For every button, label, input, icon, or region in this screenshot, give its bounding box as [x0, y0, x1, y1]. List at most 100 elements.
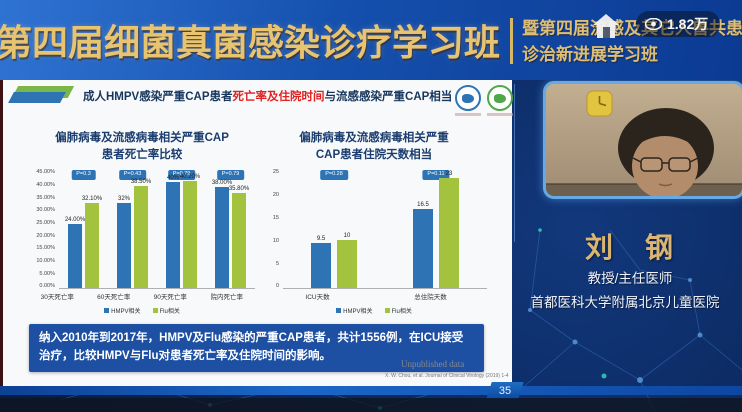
mortality-chart: 偏肺病毒及流感病毒相关严重CAP 患者死亡率比较 45.00% 40.00% 35.… [29, 130, 255, 315]
chart-title-line2: CAP患者住院天数相当 [315, 148, 433, 161]
eye-icon [645, 18, 662, 30]
speaker-affiliation: 首都医科大学附属北京儿童医院 [530, 295, 720, 310]
legend-item: HMPV相关 [336, 306, 373, 315]
slide-title-highlight: 死亡率及住院时间 [232, 91, 325, 103]
bottom-control-strip[interactable] [0, 398, 742, 412]
org-logo-blue-caption [455, 113, 481, 116]
y-axis-tick: 40.00% [36, 182, 55, 188]
bar: 38.00% [212, 180, 232, 289]
slide-flag-logo [8, 86, 75, 106]
legend-swatch [152, 308, 158, 314]
page-number-ribbon: 35 [486, 382, 524, 399]
banner-subtitle-line1: 暨第四届流感及其它人兽共患病 [522, 19, 742, 38]
clock-icon [586, 90, 613, 117]
chart-plot-row: 45.00% 40.00% 35.00% 30.00% 25.00% 20.00% 15.0… [29, 169, 255, 290]
y-axis-tick: 5.00% [39, 270, 55, 277]
slide-title-prefix: 成人HMPV感染严重CAP患者 [83, 91, 233, 103]
citation-text: X. W. Chou, et al. Journal of Clinical V… [385, 373, 509, 379]
bar-value-label: 38.00% [211, 180, 233, 187]
y-axis-tick: 35.00% [36, 194, 55, 201]
bar: 35.80% [229, 186, 249, 289]
bar: 23 [439, 171, 459, 289]
bar: 40.20% [180, 174, 200, 289]
bar: 32% [117, 196, 131, 289]
slide-bottom-bar [0, 386, 742, 395]
y-axis: 45.00% 40.00% 35.00% 30.00% 25.00% 20.00% 15.0… [29, 169, 59, 289]
banner-divider [510, 18, 513, 64]
x-axis-label: 院内死亡率 [210, 294, 244, 302]
bar-value-label: 38.50% [130, 178, 152, 185]
bar-group: P=0.79 38.00% 35.80% [212, 169, 249, 289]
legend-item: Flu相关 [152, 306, 180, 316]
banner-subtitle-line2: 诊治新进展学习班 [522, 45, 658, 64]
legend-item: HMPV相关 [104, 306, 141, 316]
banner-subtitle: 暨第四届流感及其它人兽共患病 诊治新进展学习班 [522, 16, 742, 68]
bar-value-label: 35.80% [228, 185, 250, 192]
plot-area: P=0.28 9.5 10 P=0.11 16.5 23 [283, 169, 487, 290]
panel-divider [514, 84, 515, 242]
org-logo-green [487, 85, 513, 111]
speaker-video-still [546, 84, 742, 196]
legend-label: HMPV相关 [111, 309, 141, 316]
chart-legend: HMPV相关 Flu相关 [261, 306, 487, 315]
bar-group: P=0.79 40% 40.20% [166, 169, 200, 289]
bar: 38.50% [131, 179, 151, 289]
bar-value-label: 40.20% [179, 174, 201, 181]
p-value-badge: P=0.28 [320, 170, 348, 180]
y-axis-tick: 20 [272, 192, 279, 199]
y-axis-tick: 0 [275, 283, 279, 290]
chart-legend: HMPV相关 Flu相关 [29, 306, 255, 315]
speaker-video-feed[interactable] [543, 81, 742, 199]
y-axis-tick: 30.00% [36, 207, 55, 214]
chart-title-line2: 患者死亡率比较 [101, 148, 183, 161]
p-value-badge: P=0.79 [216, 170, 245, 180]
banner: 第四届细菌真菌感染诊疗学习班 暨第四届流感及其它人兽共患病 诊治新进展学习班 1… [0, 0, 742, 80]
y-axis-tick: 20.00% [36, 232, 55, 239]
x-axis-label: ICU天数 [305, 294, 330, 302]
y-axis-tick: 25 [272, 169, 279, 176]
presentation-slide: 成人HMPV感染严重CAP患者死亡率及住院时间与流感感染严重CAP相当 偏肺病毒… [3, 80, 513, 390]
bar: 32.10% [82, 196, 102, 289]
p-value-badge: P=0.3 [71, 170, 96, 180]
y-axis-tick: 25.00% [36, 219, 55, 226]
home-icon[interactable] [591, 12, 621, 45]
p-value-badge: P=0.79 [167, 170, 196, 180]
speaker-person [618, 108, 714, 196]
flag-blue-shape [8, 92, 66, 103]
y-axis-tick: 5 [275, 260, 279, 267]
bar-value-label: 9.5 [316, 235, 326, 242]
y-axis-tick: 10 [272, 237, 279, 244]
x-axis-label: 60天死亡率 [97, 294, 131, 302]
legend-swatch [104, 308, 110, 314]
viewer-count-badge[interactable]: 1.82万 [636, 11, 721, 37]
bar: 10 [337, 233, 357, 289]
x-axis-labels: 30天死亡率 60天死亡率 90天死亡率 院内死亡率 [29, 291, 255, 301]
legend-label: Flu相关 [159, 309, 180, 316]
y-axis-tick: 0.00% [39, 283, 55, 290]
chart-title-line1: 偏肺病毒及流感病毒相关严重CAP [55, 132, 229, 144]
y-axis: 25 20 15 10 5 0 [261, 169, 283, 289]
legend-item: Flu相关 [384, 306, 412, 315]
bar-value-label: 24.00% [64, 217, 86, 224]
bar-value-label: 32% [117, 196, 131, 203]
x-axis-label: 总住院天数 [414, 294, 447, 302]
legend-swatch [384, 308, 390, 314]
bar: 40% [166, 175, 180, 289]
bar-value-label: 32.10% [81, 195, 103, 202]
y-axis-tick: 45.00% [36, 169, 55, 176]
speaker-title: 教授/主任医师 [587, 271, 673, 286]
bar-value-label: 40% [166, 174, 180, 181]
slide-title-suffix: 与流感感染严重CAP相当 [324, 91, 453, 103]
bar-group: P=0.11 16.5 23 [413, 169, 459, 289]
p-value-badge: P=0.11 [422, 170, 450, 180]
chart-title-line1: 偏肺病毒及流感病毒相关严重 [299, 132, 449, 144]
bar-group: P=0.3 24.00% 32.10% [65, 169, 102, 289]
bar-group: P=0.28 9.5 10 [311, 169, 357, 289]
x-axis-label: 90天死亡率 [153, 294, 187, 302]
bar: 24.00% [65, 217, 85, 289]
hospital-days-chart: 偏肺病毒及流感病毒相关严重 CAP患者住院天数相当 25 20 15 10 5 0 P=0… [261, 130, 487, 315]
bar-value-label: 16.5 [417, 202, 429, 209]
org-logo-blue-emblem [462, 93, 474, 103]
bar: 16.5 [413, 202, 433, 289]
